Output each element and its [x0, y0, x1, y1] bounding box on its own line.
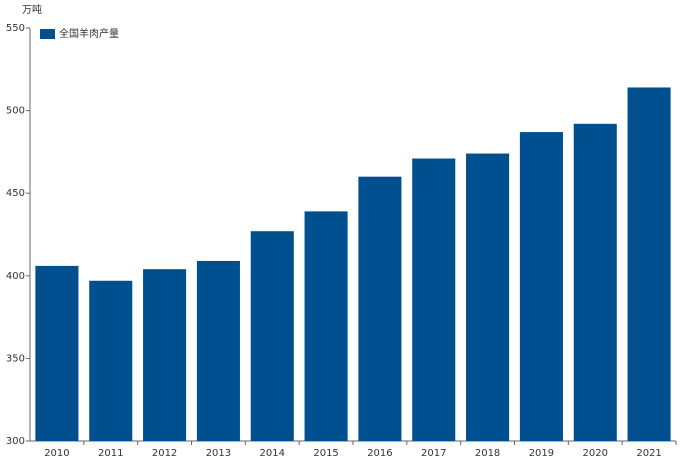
- x-tick-label: 2015: [313, 448, 338, 459]
- y-tick-label: 400: [6, 271, 25, 282]
- x-tick-label: 2011: [98, 448, 123, 459]
- x-tick-label: 2014: [260, 448, 285, 459]
- y-tick-label: 550: [6, 23, 25, 34]
- bar: [573, 123, 617, 441]
- bar: [304, 211, 348, 441]
- y-tick-label: 350: [6, 353, 25, 364]
- x-tick-label: 2020: [583, 448, 608, 459]
- bar: [519, 132, 563, 442]
- bar: [196, 260, 240, 441]
- legend-label: 全国羊肉产量: [59, 27, 119, 40]
- x-tick-label: 2010: [44, 448, 69, 459]
- x-tick-label: 2016: [367, 448, 392, 459]
- bar: [89, 280, 133, 441]
- bar: [412, 158, 456, 441]
- bar: [466, 153, 510, 441]
- bar: [250, 231, 294, 441]
- y-tick-label: 450: [6, 188, 25, 199]
- bar: [358, 176, 402, 441]
- x-tick-label: 2019: [529, 448, 554, 459]
- y-tick-label: 300: [6, 436, 25, 447]
- x-tick-label: 2012: [152, 448, 177, 459]
- legend-swatch: [40, 29, 55, 39]
- bar: [35, 265, 79, 441]
- y-tick-label: 500: [6, 106, 25, 117]
- x-tick-label: 2018: [475, 448, 500, 459]
- y-axis-label: 万吨: [22, 3, 42, 16]
- bar: [627, 87, 671, 442]
- x-tick-label: 2013: [206, 448, 231, 459]
- x-tick-label: 2017: [421, 448, 446, 459]
- bar: [143, 269, 187, 441]
- x-tick-label: 2021: [636, 448, 661, 459]
